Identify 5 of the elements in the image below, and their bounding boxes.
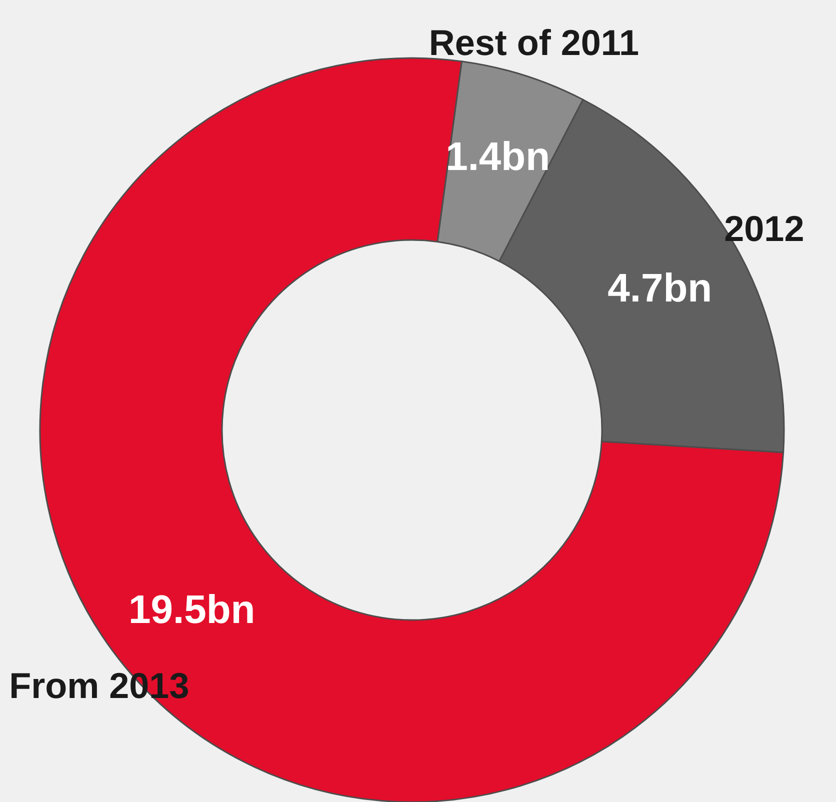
data-label: 1.4bn xyxy=(446,135,550,180)
data-label: 4.7bn xyxy=(608,266,712,310)
slice-label: Rest of 2011 xyxy=(428,22,639,63)
slice-label: 2012 xyxy=(724,208,804,250)
data-label: 19.5bn xyxy=(128,588,256,632)
